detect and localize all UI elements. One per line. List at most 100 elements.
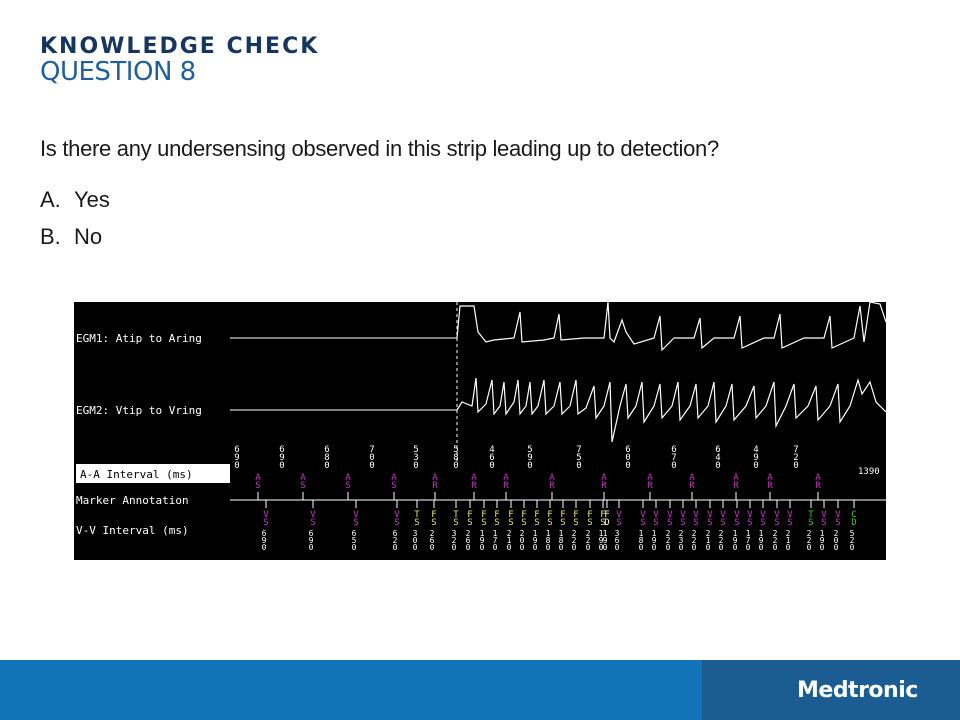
medtronic-logo: Medtronic: [797, 678, 918, 703]
egm-strip: EGM1: Atip to Aring EGM2: Vtip to Vring …: [74, 302, 886, 560]
option-letter: A.: [40, 187, 61, 212]
egm2-label: EGM2: Vtip to Vring: [76, 404, 202, 417]
option-text: Yes: [74, 187, 110, 212]
answer-option-b[interactable]: B. No: [40, 224, 102, 250]
marker-annotation-label: Marker Annotation: [76, 494, 189, 507]
option-text: No: [74, 224, 103, 249]
option-letter: B.: [40, 224, 61, 249]
answer-option-a[interactable]: A. Yes: [40, 187, 110, 213]
egm1-waveform: [456, 302, 886, 352]
slide-kicker: KNOWLEDGE CHECK: [40, 34, 320, 59]
egm1-label: EGM1: Atip to Aring: [76, 332, 202, 345]
question-text: Is there any undersensing observed in th…: [40, 136, 719, 161]
vv-interval-label: V-V Interval (ms): [76, 524, 189, 537]
aa-interval-label: A-A Interval (ms): [80, 468, 193, 481]
aa-label-box: [76, 464, 230, 483]
